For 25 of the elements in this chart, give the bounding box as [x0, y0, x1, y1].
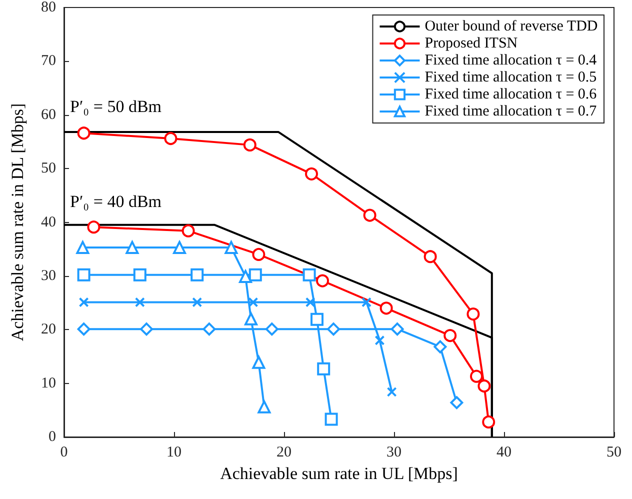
legend-label: Fixed time allocation τ = 0.7	[424, 104, 598, 120]
y-tick-label: 30	[41, 268, 56, 284]
y-tick-label: 40	[41, 214, 56, 230]
annotation: P′₀ = 50 dBm	[70, 97, 162, 116]
x-axis-title: Achievable sum rate in UL [Mbps]	[220, 464, 458, 483]
y-tick-label: 50	[41, 160, 56, 177]
y-tick-label: 20	[41, 322, 56, 338]
y-tick-label: 0	[48, 429, 56, 445]
x-tick-label: 50	[606, 444, 622, 460]
legend-label: Proposed ITSN	[424, 36, 518, 52]
annotation: P′₀ = 40 dBm	[70, 192, 162, 211]
y-tick-label: 10	[41, 375, 56, 392]
x-tick-label: 20	[276, 444, 292, 460]
x-tick-label: 0	[60, 444, 68, 460]
legend-label: Fixed time allocation τ = 0.4	[424, 52, 598, 68]
legend-label: Outer bound of reverse TDD	[424, 18, 598, 34]
y-tick-label: 60	[41, 106, 56, 123]
x-tick-label: 30	[386, 444, 402, 460]
legend-label: Fixed time allocation τ = 0.5	[424, 70, 597, 86]
legend-label: Fixed time allocation τ = 0.6	[424, 86, 598, 102]
x-tick-label: 10	[166, 444, 182, 460]
x-tick-label: 40	[496, 444, 512, 460]
y-tick-label: 70	[41, 53, 56, 70]
y-axis-title: Achievable sum rate in DL [Mbps]	[8, 103, 27, 342]
y-tick-label: 80	[41, 0, 56, 16]
